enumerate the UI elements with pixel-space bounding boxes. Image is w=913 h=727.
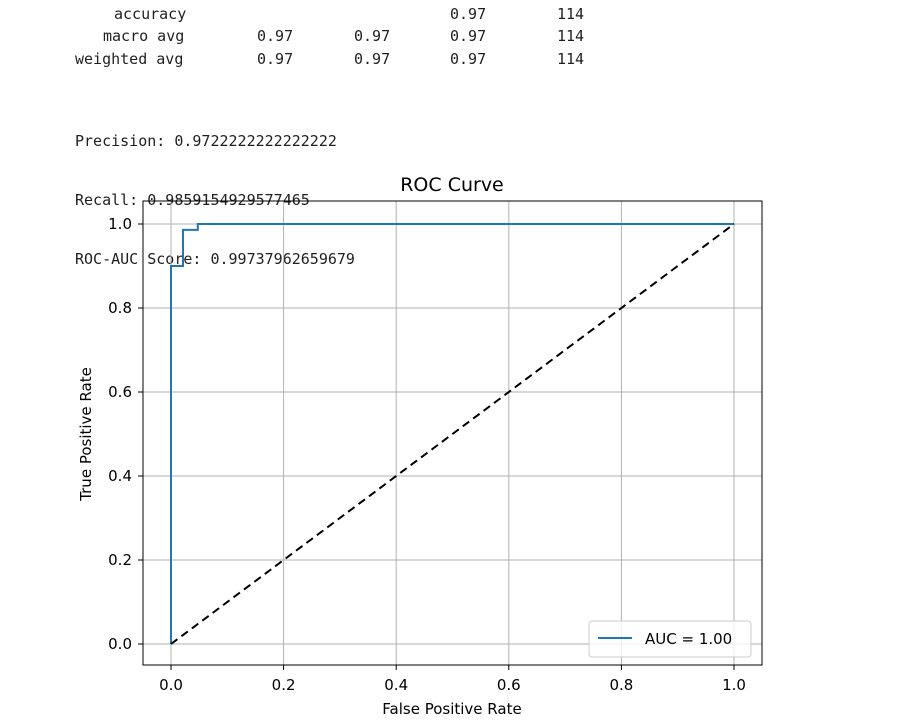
report-row-support: 114: [557, 50, 585, 68]
legend-label: AUC = 1.00: [645, 630, 732, 648]
report-row-recall: 0.97: [354, 50, 391, 68]
legend-box: [588, 620, 752, 658]
report-row-f1: 0.97: [450, 50, 487, 68]
recall-line: Recall: 0.9859154929577465: [75, 191, 310, 209]
x-tick-label: 0.6: [497, 676, 521, 694]
roc-curve-line: [170, 223, 734, 644]
report-row-precision: 0.97: [257, 50, 294, 68]
y-tick-label: 0.4: [108, 467, 132, 485]
report-row-label: weighted avg: [75, 50, 184, 68]
legend: AUC = 1.00: [588, 620, 752, 658]
y-tick-label: 0.8: [108, 299, 132, 317]
x-tick-label: 1.0: [722, 676, 746, 694]
report-row-f1: 0.97: [450, 5, 487, 23]
precision-line: Precision: 0.9722222222222222: [75, 132, 337, 150]
plot-frame: [142, 200, 763, 666]
x-tick-label: 0.0: [159, 676, 183, 694]
x-tick-label: 0.4: [384, 676, 408, 694]
x-tick-label: 0.2: [272, 676, 296, 694]
report-row-f1: 0.97: [450, 27, 487, 45]
report-row-support: 114: [557, 27, 585, 45]
y-axis-label: True Positive Rate: [77, 367, 95, 502]
y-tick-label: 0.6: [108, 383, 132, 401]
metrics-output: Precision: 0.9722222222222222 Recall: 0.…: [75, 94, 355, 289]
roc-chart-svg: ROC Curve 0.0 0.2 0.4 0.6 0.8 1.0 0.0 0.2 0.4 0.6…: [77, 174, 763, 718]
x-axis-label: False Positive Rate: [382, 700, 521, 718]
report-row-label: accuracy: [114, 5, 187, 23]
report-row-recall: 0.97: [354, 27, 391, 45]
y-tick-label: 0.2: [108, 551, 132, 569]
chart-title: ROC Curve: [400, 174, 504, 196]
diagonal-reference-line: [170, 223, 735, 645]
roc-chart: ROC Curve 0.0 0.2 0.4 0.6 0.8 1.0 0.0 0.2 0.4 0.6…: [0, 160, 913, 723]
report-row-label: macro avg: [103, 27, 185, 45]
report-row-support: 114: [557, 5, 585, 23]
x-tick-label: 0.8: [609, 676, 633, 694]
y-tick-label: 0.0: [108, 635, 132, 653]
axis-ticks: 0.0 0.2 0.4 0.6 0.8 1.0 0.0 0.2 0.4 0.6 0.8 1.0: [108, 215, 746, 694]
series-lines: [170, 223, 735, 645]
classification-report: accuracy 0.97 114 macro avg 0.97 0.97 0.…: [0, 0, 913, 80]
report-row-precision: 0.97: [257, 27, 294, 45]
y-tick-label: 1.0: [108, 215, 132, 233]
roc-auc-line: ROC-AUC Score: 0.99737962659679: [75, 250, 355, 268]
